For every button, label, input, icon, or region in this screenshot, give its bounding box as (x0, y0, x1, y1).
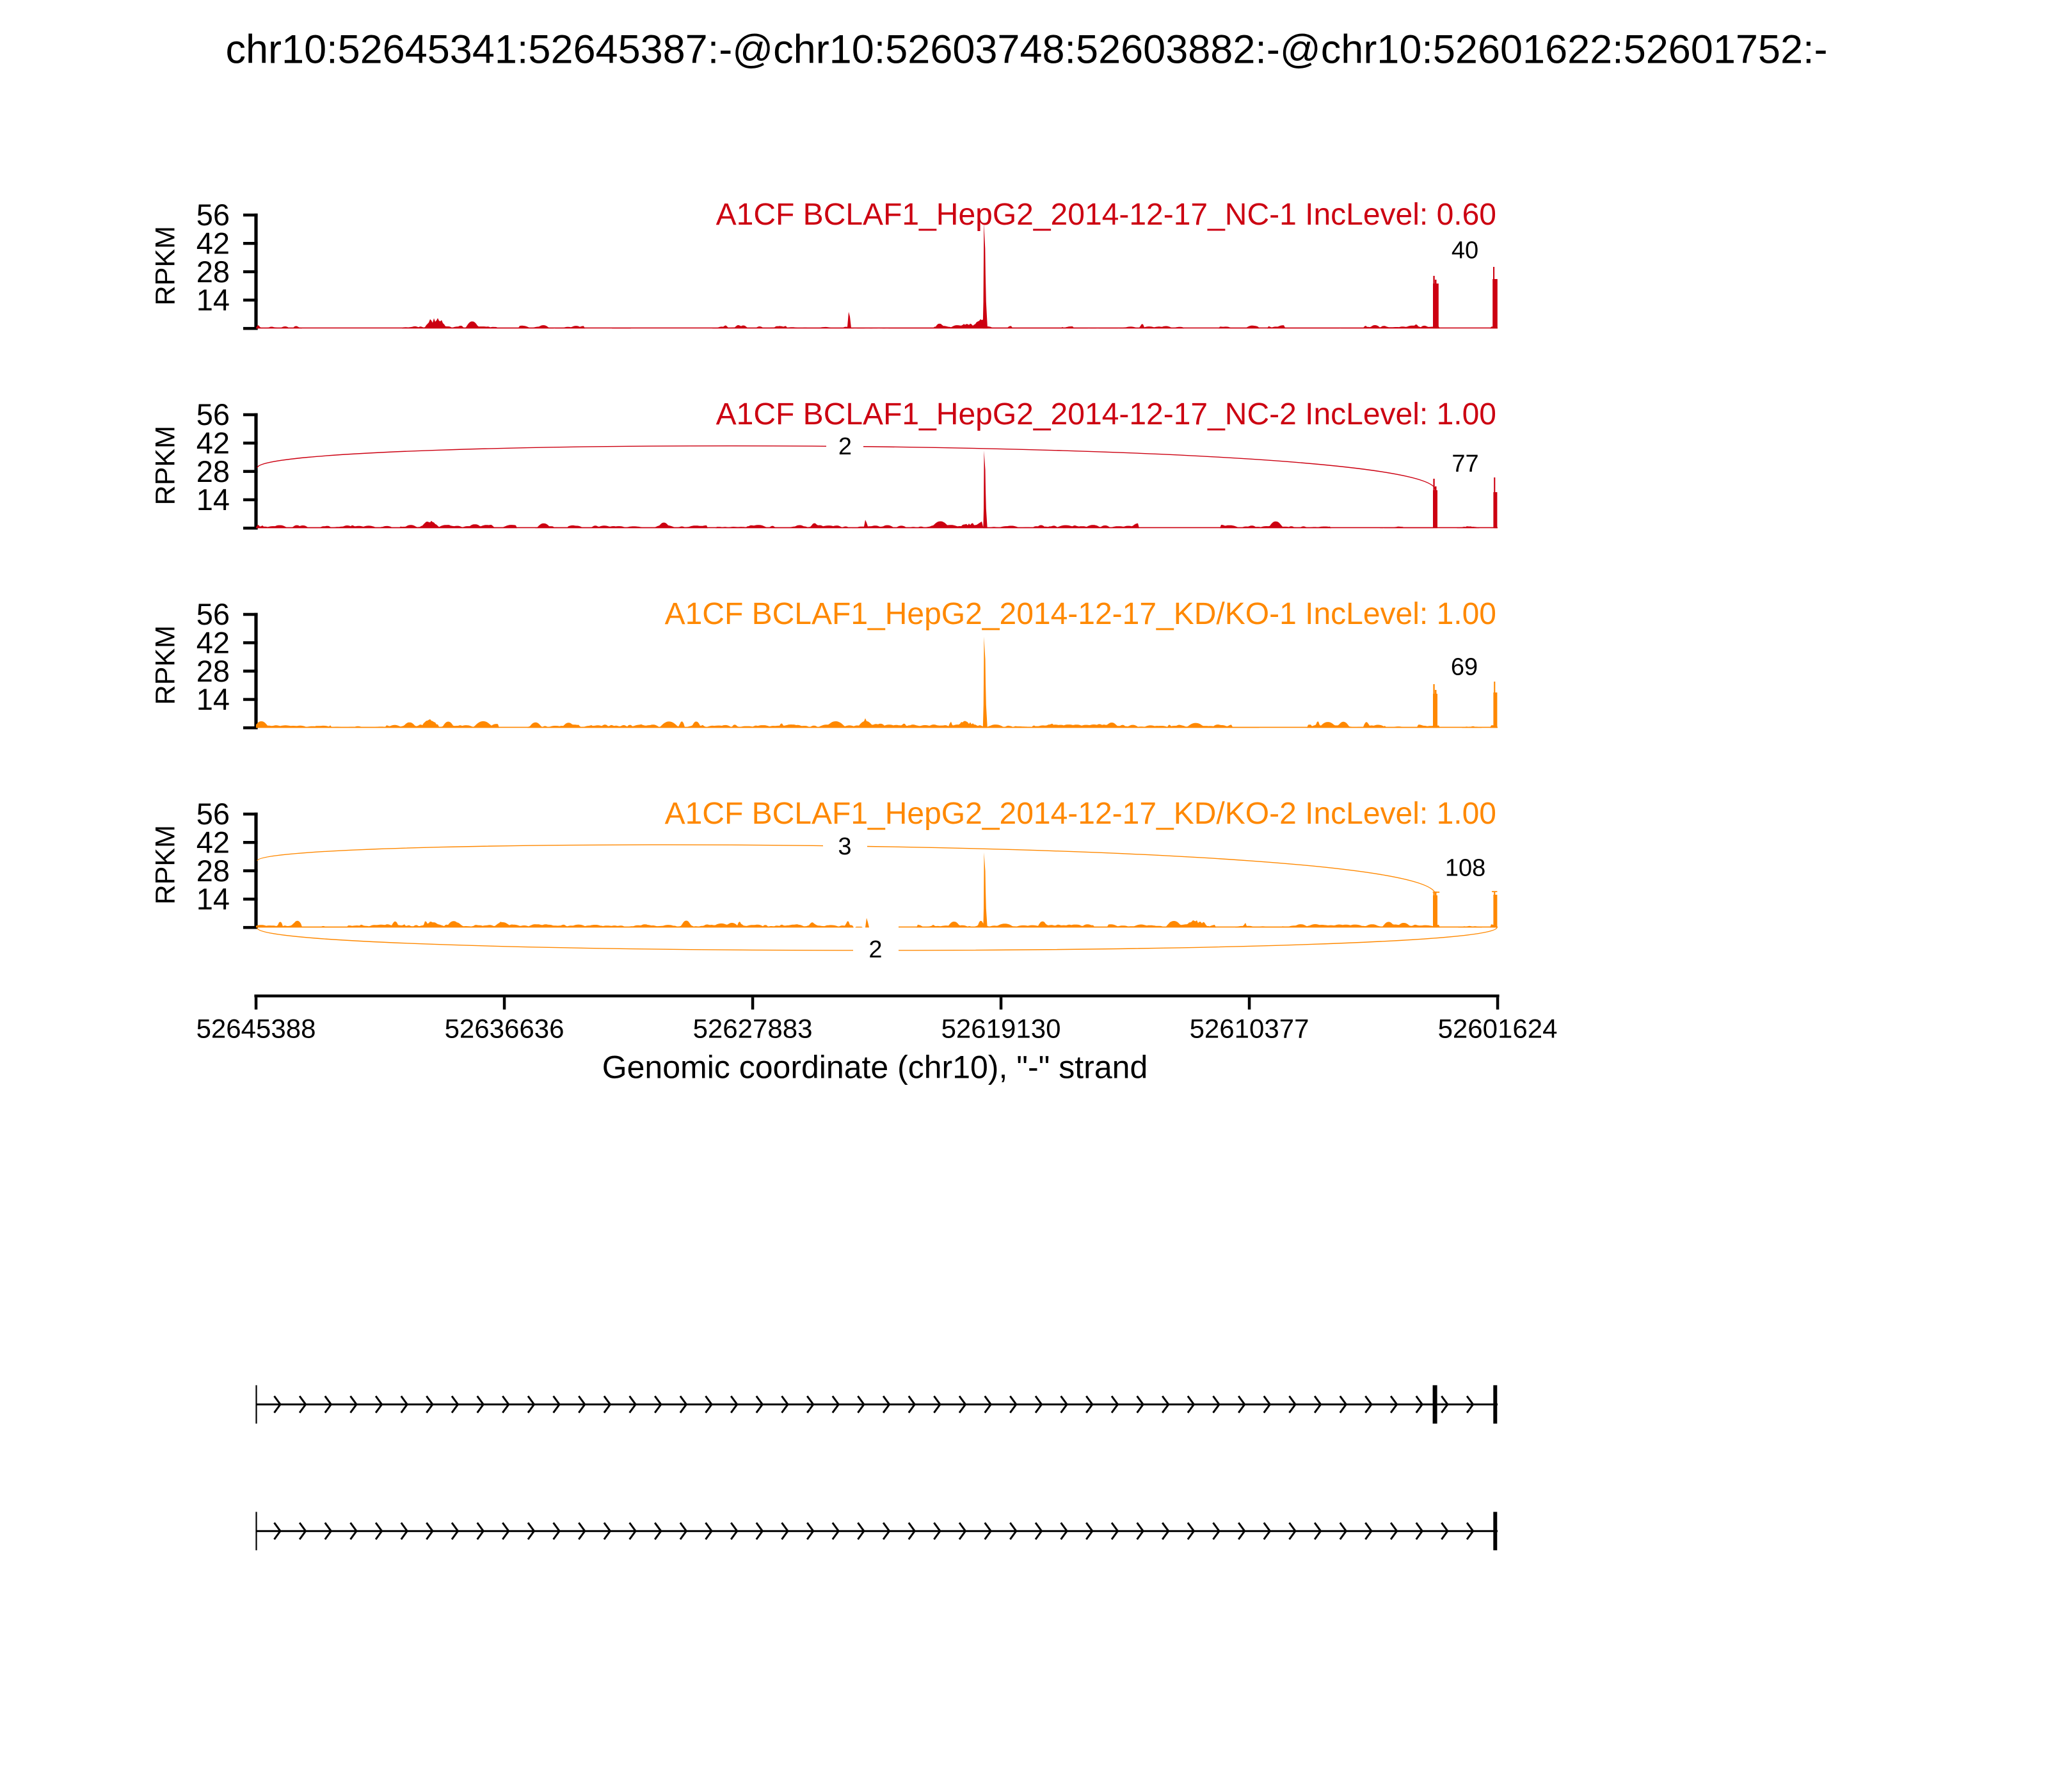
svg-text:3: 3 (838, 833, 851, 860)
svg-text:A1CF BCLAF1_HepG2_2014-12-17_N: A1CF BCLAF1_HepG2_2014-12-17_NC-2 IncLev… (716, 397, 1496, 431)
svg-text:56: 56 (196, 397, 230, 431)
svg-text:28: 28 (196, 854, 230, 888)
svg-text:2: 2 (838, 433, 852, 460)
svg-text:52601624: 52601624 (1438, 1014, 1558, 1044)
svg-text:A1CF BCLAF1_HepG2_2014-12-17_N: A1CF BCLAF1_HepG2_2014-12-17_NC-1 IncLev… (716, 198, 1496, 232)
svg-text:42: 42 (196, 626, 230, 660)
svg-text:chr10:52645341:52645387:-@chr1: chr10:52645341:52645387:-@chr10:52603748… (226, 28, 1828, 72)
svg-text:RPKM: RPKM (150, 226, 181, 305)
svg-text:52610377: 52610377 (1190, 1014, 1309, 1044)
svg-text:A1CF BCLAF1_HepG2_2014-12-17_K: A1CF BCLAF1_HepG2_2014-12-17_KD/KO-2 Inc… (665, 797, 1496, 831)
svg-text:28: 28 (196, 454, 230, 488)
svg-text:42: 42 (196, 826, 230, 860)
svg-text:14: 14 (196, 283, 230, 317)
svg-text:56: 56 (196, 597, 230, 631)
svg-text:A1CF BCLAF1_HepG2_2014-12-17_K: A1CF BCLAF1_HepG2_2014-12-17_KD/KO-1 Inc… (665, 597, 1496, 631)
svg-text:28: 28 (196, 255, 230, 289)
svg-text:52627883: 52627883 (693, 1014, 813, 1044)
svg-text:77: 77 (1452, 451, 1478, 477)
svg-text:14: 14 (196, 682, 230, 716)
svg-text:52619130: 52619130 (941, 1014, 1061, 1044)
svg-text:52645388: 52645388 (196, 1014, 316, 1044)
svg-text:RPKM: RPKM (150, 426, 181, 505)
svg-text:40: 40 (1452, 237, 1478, 264)
svg-text:14: 14 (196, 483, 230, 516)
svg-text:69: 69 (1451, 654, 1478, 681)
svg-text:RPKM: RPKM (150, 625, 181, 705)
svg-text:56: 56 (196, 198, 230, 232)
svg-text:42: 42 (196, 426, 230, 460)
svg-text:RPKM: RPKM (150, 825, 181, 904)
svg-text:108: 108 (1445, 854, 1485, 881)
svg-text:14: 14 (196, 882, 230, 916)
svg-text:56: 56 (196, 797, 230, 831)
svg-text:42: 42 (196, 227, 230, 260)
svg-text:28: 28 (196, 654, 230, 688)
svg-text:Genomic coordinate (chr10), "-: Genomic coordinate (chr10), "-" strand (602, 1050, 1148, 1085)
svg-text:2: 2 (868, 936, 882, 963)
svg-text:52636636: 52636636 (445, 1014, 564, 1044)
